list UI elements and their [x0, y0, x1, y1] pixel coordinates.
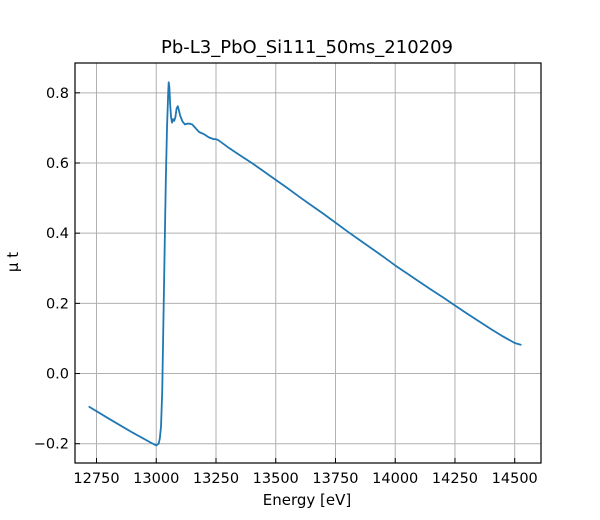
x-tick-label: 14250: [432, 471, 478, 487]
grid-layer: [75, 63, 541, 463]
x-tick-label: 13250: [193, 471, 239, 487]
x-axis-ticks: 12750 13000 13250 13500 13750 14000 14250 14500: [73, 458, 538, 487]
x-tick-label: 13000: [133, 471, 179, 487]
x-tick-label: 12750: [73, 471, 119, 487]
series-line: [88, 81, 522, 447]
y-tick-label: 0.4: [46, 226, 69, 242]
y-tick-label: 0.6: [46, 156, 69, 172]
plot-frame: [74, 62, 542, 464]
x-tick-label: 13750: [312, 471, 358, 487]
x-tick-label: 13500: [253, 471, 299, 487]
y-axis-label: μ t: [4, 252, 22, 272]
y-tick-label: −0.2: [34, 437, 69, 453]
y-tick-label: 0.2: [46, 296, 69, 312]
x-axis-label: Energy [eV]: [263, 491, 351, 509]
x-tick-label: 14500: [492, 471, 538, 487]
chart-title: Pb-L3_PbO_Si111_50ms_210209: [161, 37, 453, 58]
y-tick-label: 0.0: [46, 367, 69, 383]
y-tick-label: 0.8: [46, 86, 69, 102]
x-tick-label: 14000: [372, 471, 418, 487]
y-axis-ticks: −0.2 0.0 0.2 0.4 0.6 0.8: [34, 86, 80, 453]
